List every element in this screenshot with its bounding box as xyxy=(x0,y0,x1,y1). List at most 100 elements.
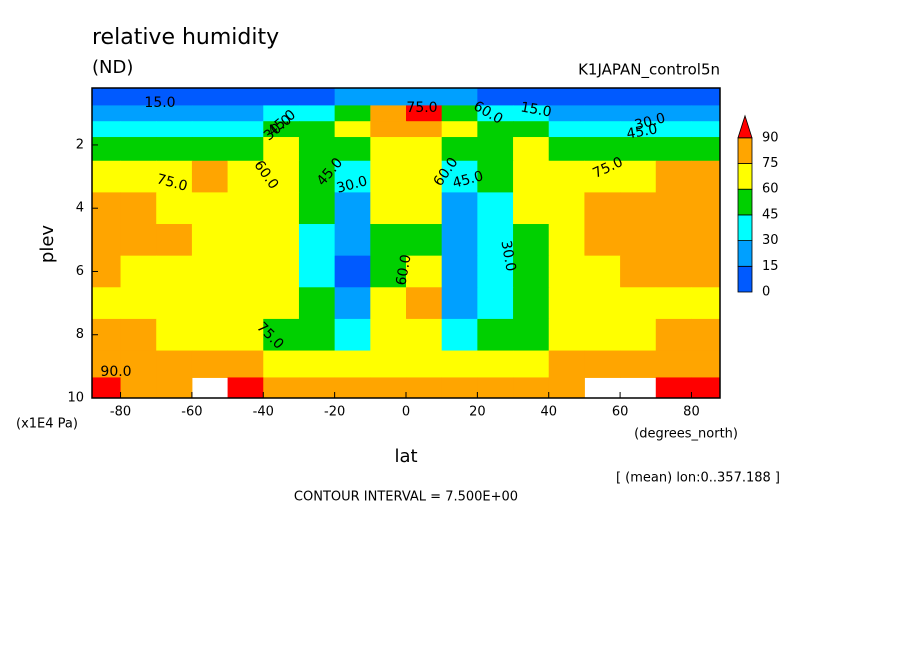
contour-cell xyxy=(691,224,721,257)
contour-cell xyxy=(441,160,478,193)
contour-cell xyxy=(655,224,692,257)
contour-cell xyxy=(191,88,229,106)
contour-cell xyxy=(227,224,264,257)
colorbar-label: 0 xyxy=(762,285,770,300)
contour-cell xyxy=(620,287,657,320)
colorbar-label: 60 xyxy=(762,182,779,197)
contour-cell xyxy=(227,121,264,138)
contour-cell xyxy=(227,350,264,378)
contour-cell xyxy=(156,160,193,193)
contour-label: 30.0 xyxy=(335,173,369,197)
footer: CONTOUR INTERVAL = 7.500E+00 xyxy=(294,490,518,505)
contour-cell xyxy=(191,350,229,378)
contour-cell xyxy=(227,377,264,399)
contour-cell xyxy=(655,350,692,378)
contour-cell xyxy=(548,318,585,352)
contour-cell xyxy=(120,350,157,378)
subtitle: (ND) xyxy=(92,57,133,78)
contour-cell xyxy=(441,318,478,352)
colorbar-label: 30 xyxy=(762,233,779,248)
contour-cell xyxy=(370,105,407,122)
contour-cell xyxy=(156,121,193,138)
contour-cell xyxy=(298,224,336,257)
contour-cell xyxy=(191,255,229,288)
contour-cell xyxy=(584,160,621,193)
contour-cell xyxy=(156,255,193,288)
contour-cell xyxy=(406,88,443,106)
contour-cell xyxy=(227,137,264,162)
contour-cell xyxy=(334,192,371,225)
y-tick-label: 8 xyxy=(76,327,84,342)
contour-cell xyxy=(156,224,193,257)
contour-cell xyxy=(370,350,407,378)
contour-cell xyxy=(691,350,721,378)
contour-cell xyxy=(406,377,443,399)
x-units: (degrees_north) xyxy=(634,427,738,442)
contour-cell xyxy=(584,105,621,122)
note: [ (mean) lon:0..357.188 ] xyxy=(616,471,780,486)
contour-label: 15.0 xyxy=(519,99,552,120)
colorbar-label: 90 xyxy=(762,130,779,145)
contour-cell xyxy=(227,318,264,352)
contour-cell xyxy=(477,255,514,288)
contour-cell xyxy=(655,255,692,288)
contour-cell xyxy=(406,224,443,257)
contour-label: 30.0 xyxy=(497,239,518,272)
contour-cell xyxy=(263,137,300,162)
contour-cell xyxy=(120,224,157,257)
contour-cell xyxy=(156,350,193,378)
contour-label: 60.0 xyxy=(393,253,414,286)
contour-label: 90.0 xyxy=(100,364,131,380)
contour-cell xyxy=(441,121,478,138)
contour-cell xyxy=(584,88,621,106)
contour-cell xyxy=(334,255,371,288)
contour-cell xyxy=(513,377,550,399)
contour-cell xyxy=(334,287,371,320)
x-tick-label: 20 xyxy=(469,405,486,420)
contour-cell xyxy=(298,160,336,193)
x-tick-label: 80 xyxy=(683,405,700,420)
contour-cell xyxy=(298,255,336,288)
contour-cell xyxy=(227,192,264,225)
contour-cell xyxy=(227,88,264,106)
contour-cell xyxy=(691,88,721,106)
contour-cell xyxy=(584,224,621,257)
contour-cell xyxy=(298,377,336,399)
x-tick-label: -20 xyxy=(324,405,345,420)
contour-cell xyxy=(120,88,157,106)
contour-cell xyxy=(441,192,478,225)
contour-cell xyxy=(691,255,721,288)
contour-cell xyxy=(156,318,193,352)
contour-cell xyxy=(513,105,550,122)
contour-label: 30.0 xyxy=(633,110,667,134)
contour-cell xyxy=(655,192,692,225)
contour-cell xyxy=(655,88,692,106)
contour-cell xyxy=(334,377,371,399)
x-tick-label: -60 xyxy=(181,405,202,420)
colorbar-label: 75 xyxy=(762,156,779,171)
contour-cell xyxy=(191,137,229,162)
contour-cell xyxy=(334,121,371,138)
contour-cell xyxy=(513,224,550,257)
contour-field xyxy=(92,88,721,399)
contour-cell xyxy=(513,88,550,106)
contour-cell xyxy=(477,121,514,138)
contour-cell xyxy=(513,318,550,352)
contour-cell xyxy=(120,137,157,162)
contour-cell xyxy=(620,137,657,162)
y-tick-label: 6 xyxy=(76,264,84,279)
contour-cell xyxy=(298,105,336,122)
colorbar-swatch xyxy=(737,188,753,216)
contour-cell xyxy=(548,192,585,225)
contour-cell xyxy=(156,105,193,122)
contour-cell xyxy=(513,192,550,225)
colorbar-swatch xyxy=(737,163,753,190)
contour-cell xyxy=(691,318,721,352)
dataset-label: K1JAPAN_control5n xyxy=(578,61,720,80)
x-tick-label: -80 xyxy=(110,405,131,420)
contour-cell xyxy=(620,88,657,106)
contour-cell xyxy=(298,192,336,225)
contour-cell xyxy=(120,160,157,193)
contour-cell xyxy=(263,318,300,352)
contour-cell xyxy=(548,160,585,193)
